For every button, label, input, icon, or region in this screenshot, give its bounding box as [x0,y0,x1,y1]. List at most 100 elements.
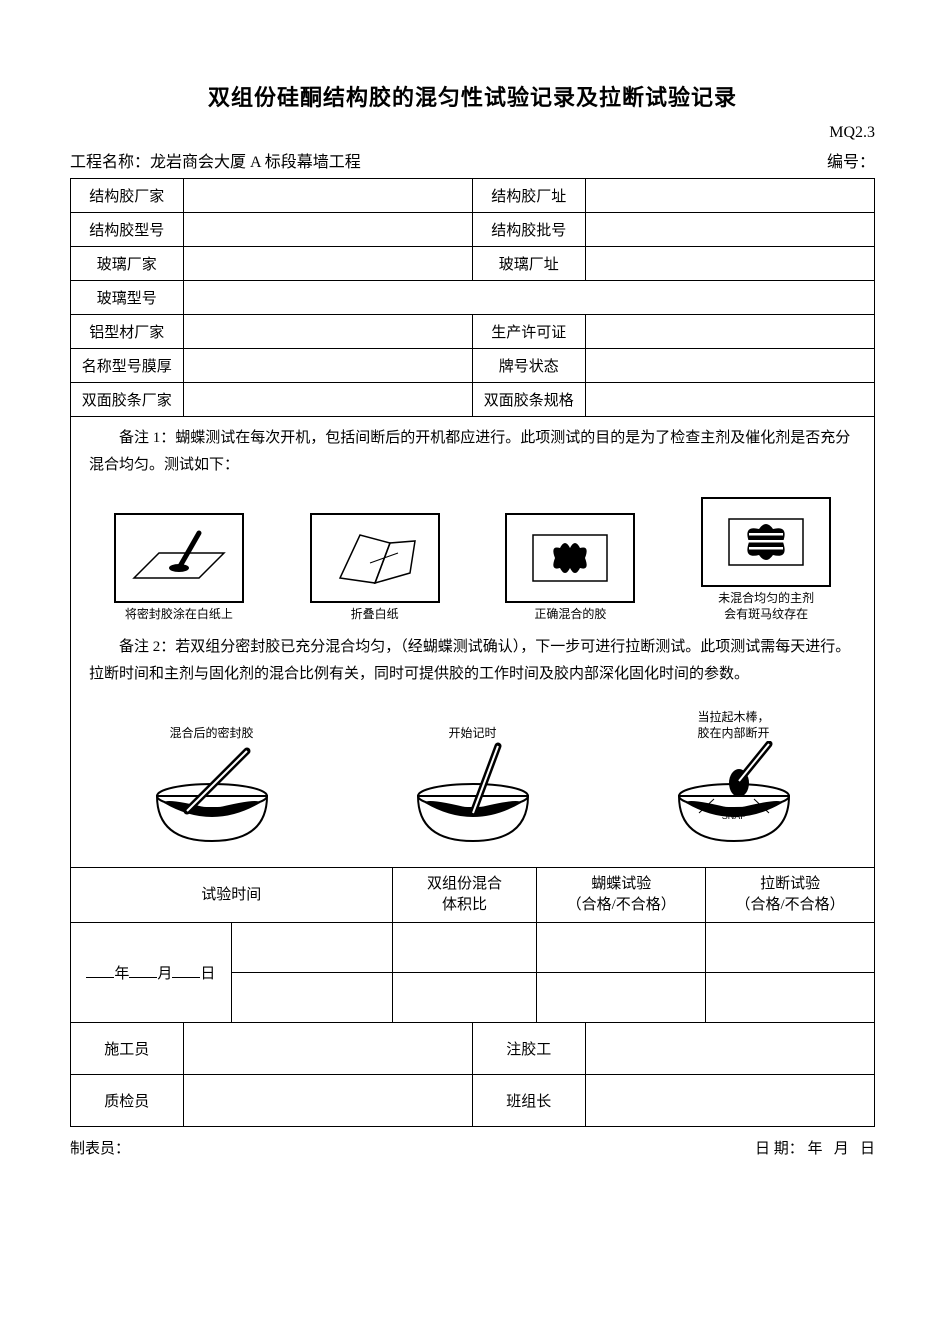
figure-correct-mix-icon [505,513,635,603]
date-year-label: 年 [114,966,129,982]
info-value [183,179,472,213]
document-page: 双组份硅酮结构胶的混匀性试验记录及拉断试验记录 MQ2.3 工程名称：龙岩商会大… [0,0,945,1337]
test-header-time: 试验时间 [71,868,393,923]
info-label: 结构胶批号 [472,213,585,247]
table-row: 施工员 注胶工 [71,1023,875,1075]
sign-value [183,1023,472,1075]
test-cell [392,923,537,973]
table-row: 结构胶厂家 结构胶厂址 [71,179,875,213]
sign-label: 班组长 [472,1075,585,1127]
serial-field: 编号： [827,148,875,172]
note-1-text: 备注 1：蝴蝶测试在每次开机，包括间断后的开机都应进行。此项测试的目的是为了检查… [71,417,874,487]
figure-item: 将密封胶涂在白纸上 [91,513,267,623]
table-row: 质检员 班组长 [71,1075,875,1127]
footer-date-label: 日 期： [755,1141,804,1157]
figure-caption: 折叠白纸 [351,607,399,623]
footer-row: 制表员： 日 期： 年 月 日 [70,1137,875,1158]
page-title: 双组份硅酮结构胶的混匀性试验记录及拉断试验记录 [70,80,875,112]
header-row: 工程名称：龙岩商会大厦 A 标段幕墙工程 编号： [70,148,875,172]
figure-item: 未混合均匀的主剂 会有斑马纹存在 [678,497,854,622]
notes-block: 备注 1：蝴蝶测试在每次开机，包括间断后的开机都应进行。此项测试的目的是为了检查… [70,417,875,868]
info-label: 名称型号膜厚 [71,349,184,383]
sign-label: 施工员 [71,1023,184,1075]
figure-caption: 将密封胶涂在白纸上 [125,607,233,623]
date-day-label: 日 [200,966,215,982]
table-header-row: 试验时间 双组份混合 体积比 蝴蝶试验 （合格/不合格） 拉断试验 （合格/不合… [71,868,875,923]
figure-caption: 当拉起木棒， 胶在内部断开 [697,710,769,741]
date-month-blank [129,977,157,978]
figure-apply-sealant-icon [114,513,244,603]
info-value [585,247,874,281]
footer-date-day: 日 [860,1141,875,1157]
date-year-blank [86,977,114,978]
note-2-text: 备注 2：若双组分密封胶已充分混合均匀，（经蝴蝶测试确认），下一步可进行拉断测试… [71,626,874,696]
info-value [183,281,874,315]
info-value [585,179,874,213]
figure-item: 折叠白纸 [287,513,463,623]
test-cell [231,923,392,973]
test-header-break: 拉断试验 （合格/不合格） [706,868,875,923]
sign-value [585,1075,874,1127]
serial-label: 编号： [827,154,875,171]
info-value [585,315,874,349]
figure-item: 开始记时 [352,722,593,852]
test-cell [537,973,706,1023]
info-label: 玻璃厂址 [472,247,585,281]
test-header-ratio: 双组份混合 体积比 [392,868,537,923]
form-code: MQ2.3 [70,124,875,142]
info-value [183,383,472,417]
table-row: 双面胶条厂家 双面胶条规格 [71,383,875,417]
test-date-cell: 年月日 [71,923,232,1023]
test-cell [706,973,875,1023]
footer-date-month: 月 [834,1141,849,1157]
signature-table: 施工员 注胶工 质检员 班组长 [70,1022,875,1127]
info-value [183,247,472,281]
table-row: 年月日 [71,923,875,973]
figure-fold-paper-icon [310,513,440,603]
test-cell [706,923,875,973]
figure-row-1: 将密封胶涂在白纸上 折叠白纸 [71,487,874,626]
info-label: 双面胶条规格 [472,383,585,417]
project-field: 工程名称：龙岩商会大厦 A 标段幕墙工程 [70,148,361,172]
test-table: 试验时间 双组份混合 体积比 蝴蝶试验 （合格/不合格） 拉断试验 （合格/不合… [70,867,875,1023]
info-label: 结构胶厂家 [71,179,184,213]
figure-row-2: 混合后的密封胶 开始记时 [71,696,874,867]
info-value [183,349,472,383]
info-value [183,315,472,349]
sign-label: 质检员 [71,1075,184,1127]
figure-caption: 正确混合的胶 [534,607,606,623]
footer-maker: 制表员： [70,1137,130,1158]
info-table: 结构胶厂家 结构胶厂址 结构胶型号 结构胶批号 玻璃厂家 玻璃厂址 玻璃型号 铝… [70,178,875,417]
test-cell [392,973,537,1023]
info-label: 牌号状态 [472,349,585,383]
info-label: 双面胶条厂家 [71,383,184,417]
table-row: 玻璃厂家 玻璃厂址 [71,247,875,281]
info-value [585,349,874,383]
info-label: 结构胶厂址 [472,179,585,213]
figure-bowl-timer-icon [393,741,553,851]
sign-label: 注胶工 [472,1023,585,1075]
info-label: 玻璃厂家 [71,247,184,281]
project-name: 龙岩商会大厦 A 标段幕墙工程 [150,154,361,171]
table-row: 名称型号膜厚 牌号状态 [71,349,875,383]
test-header-butterfly: 蝴蝶试验 （合格/不合格） [537,868,706,923]
info-label: 结构胶型号 [71,213,184,247]
date-month-label: 月 [157,966,172,982]
sign-value [183,1075,472,1127]
figure-item: 混合后的密封胶 [91,722,332,852]
figure-caption: 混合后的密封胶 [169,726,253,742]
project-label: 工程名称： [70,154,150,171]
info-value [585,383,874,417]
footer-date: 日 期： 年 月 日 [755,1137,875,1158]
info-label: 玻璃型号 [71,281,184,315]
table-row: 铝型材厂家 生产许可证 [71,315,875,349]
info-label: 铝型材厂家 [71,315,184,349]
footer-date-year: 年 [807,1141,822,1157]
test-cell [231,973,392,1023]
test-cell [537,923,706,973]
figure-zebra-stripe-icon [701,497,831,587]
info-value [183,213,472,247]
figure-item: 当拉起木棒， 胶在内部断开 SNAP [613,706,854,851]
footer-maker-label: 制表员： [70,1141,130,1157]
figure-caption: 开始记时 [448,726,496,742]
